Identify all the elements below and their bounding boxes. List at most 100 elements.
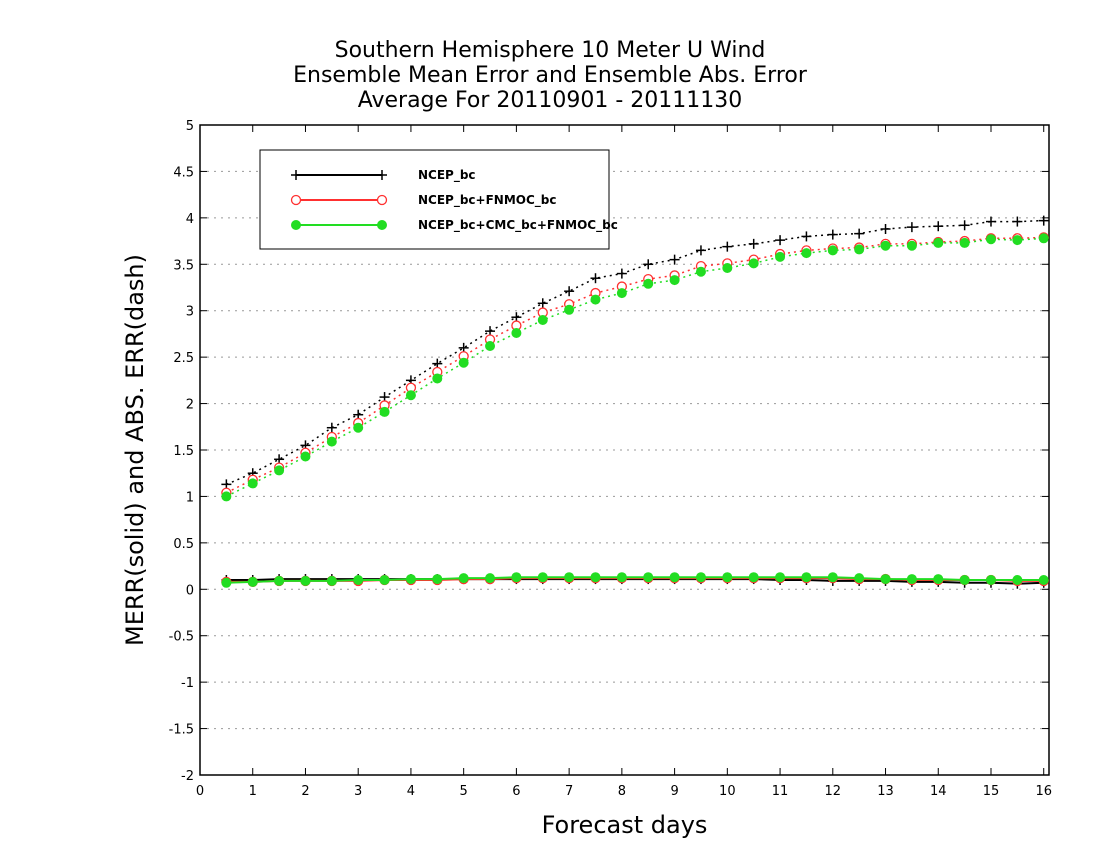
data-point <box>537 572 548 583</box>
data-point <box>985 216 996 227</box>
data-point <box>801 572 812 583</box>
data-point <box>616 288 627 299</box>
data-point <box>933 237 944 248</box>
y-tick-label: 5 <box>186 119 194 134</box>
data-point <box>985 575 996 585</box>
data-point <box>616 268 627 279</box>
data-point <box>274 575 285 586</box>
data-point <box>775 235 786 246</box>
data-point <box>1012 235 1023 246</box>
data-point <box>247 478 258 489</box>
y-tick-label: 3 <box>186 305 194 320</box>
y-tick-label: 0 <box>186 583 194 598</box>
x-tick-label: 15 <box>983 784 1000 799</box>
x-axis-ticks: 0 1 2 3 4 5 6 7 8 9 10 11 12 13 14 15 16 <box>196 125 1052 799</box>
y-tick-label: -0.5 <box>169 630 194 645</box>
y-axis-ticks: 5 4.5 4 3.5 3 2.5 2 1.5 1 0.5 0 -0.5 -1 -1.5 -2 <box>169 119 1049 784</box>
data-point <box>906 240 917 251</box>
data-point <box>432 373 443 384</box>
data-point <box>537 315 548 325</box>
chart-title-line-1: Southern Hemisphere 10 Meter U Wind <box>334 38 766 63</box>
data-point <box>537 298 548 309</box>
x-tick-label: 10 <box>719 784 736 799</box>
data-point <box>326 422 337 433</box>
data-point <box>854 228 865 239</box>
data-point <box>274 465 285 476</box>
chart-title-line-2: Ensemble Mean Error and Ensemble Abs. Er… <box>293 63 807 88</box>
data-point <box>906 222 917 233</box>
data-point <box>379 575 390 585</box>
data-point <box>300 451 311 462</box>
data-point <box>695 572 706 583</box>
data-point <box>485 341 496 351</box>
x-tick-label: 11 <box>772 784 789 799</box>
x-tick-label: 4 <box>407 784 415 799</box>
data-point <box>748 238 759 249</box>
y-tick-label: -2 <box>181 769 194 784</box>
data-point <box>748 572 759 583</box>
data-point <box>669 254 680 265</box>
data-point <box>291 220 301 230</box>
data-point <box>376 194 388 206</box>
data-point <box>300 575 311 586</box>
legend-label: NCEP_bc+CMC_bc+FNMOC_bc <box>418 218 618 233</box>
y-tick-label: 1.5 <box>173 444 194 459</box>
y-tick-label: 4 <box>186 212 194 227</box>
data-point <box>221 491 232 502</box>
x-axis-label: Forecast days <box>542 811 708 839</box>
data-point <box>590 294 601 305</box>
series-NCEP_bc+FNMOC_bc <box>221 232 1049 588</box>
data-point <box>827 572 838 583</box>
data-point <box>377 220 387 230</box>
data-point <box>933 221 944 232</box>
y-tick-label: -1.5 <box>169 723 194 738</box>
data-point <box>827 245 838 256</box>
series-NCEP_bc <box>221 215 1049 589</box>
data-point <box>511 328 522 338</box>
data-point <box>985 234 996 245</box>
x-tick-label: 14 <box>930 784 947 799</box>
data-point <box>1038 233 1049 244</box>
x-tick-label: 1 <box>249 784 257 799</box>
data-point <box>722 241 733 252</box>
data-point <box>880 224 891 234</box>
y-tick-label: 0.5 <box>173 537 194 552</box>
data-point <box>564 572 575 583</box>
grid-lines <box>200 170 1049 730</box>
data-point <box>247 576 258 587</box>
data-point <box>326 575 337 586</box>
y-axis-label: MERR(solid) and ABS. ERR(dash) <box>121 254 149 646</box>
y-tick-label: 1 <box>186 490 194 505</box>
data-point <box>643 259 654 270</box>
x-tick-label: 13 <box>877 784 894 799</box>
data-point <box>801 248 812 259</box>
data-point <box>405 390 416 401</box>
data-point <box>801 231 812 242</box>
data-point <box>722 263 733 273</box>
data-point <box>827 229 838 240</box>
legend-entry: NCEP_bc <box>291 168 476 183</box>
y-tick-label: 4.5 <box>173 165 194 180</box>
series-NCEP_bc+CMC_bc+FNMOC_bc <box>221 233 1049 588</box>
data-point <box>511 572 522 583</box>
legend-entry: NCEP_bc+CMC_bc+FNMOC_bc <box>291 218 618 233</box>
x-tick-label: 9 <box>670 784 678 799</box>
data-point <box>458 357 469 368</box>
data-point <box>775 251 786 262</box>
data-point <box>669 275 680 286</box>
data-point <box>643 572 654 583</box>
x-tick-label: 7 <box>565 784 573 799</box>
x-tick-label: 0 <box>196 784 204 799</box>
data-point <box>695 266 706 277</box>
data-point <box>1012 216 1023 227</box>
data-point <box>854 244 865 255</box>
data-point <box>290 194 302 206</box>
data-point <box>616 572 627 583</box>
chart-title-line-3: Average For 20110901 - 20111130 <box>357 88 743 113</box>
data-point <box>458 573 469 584</box>
data-point <box>221 577 232 588</box>
x-tick-label: 6 <box>512 784 520 799</box>
x-tick-label: 2 <box>301 784 309 799</box>
data-point <box>1038 215 1049 226</box>
x-tick-label: 16 <box>1035 784 1052 799</box>
